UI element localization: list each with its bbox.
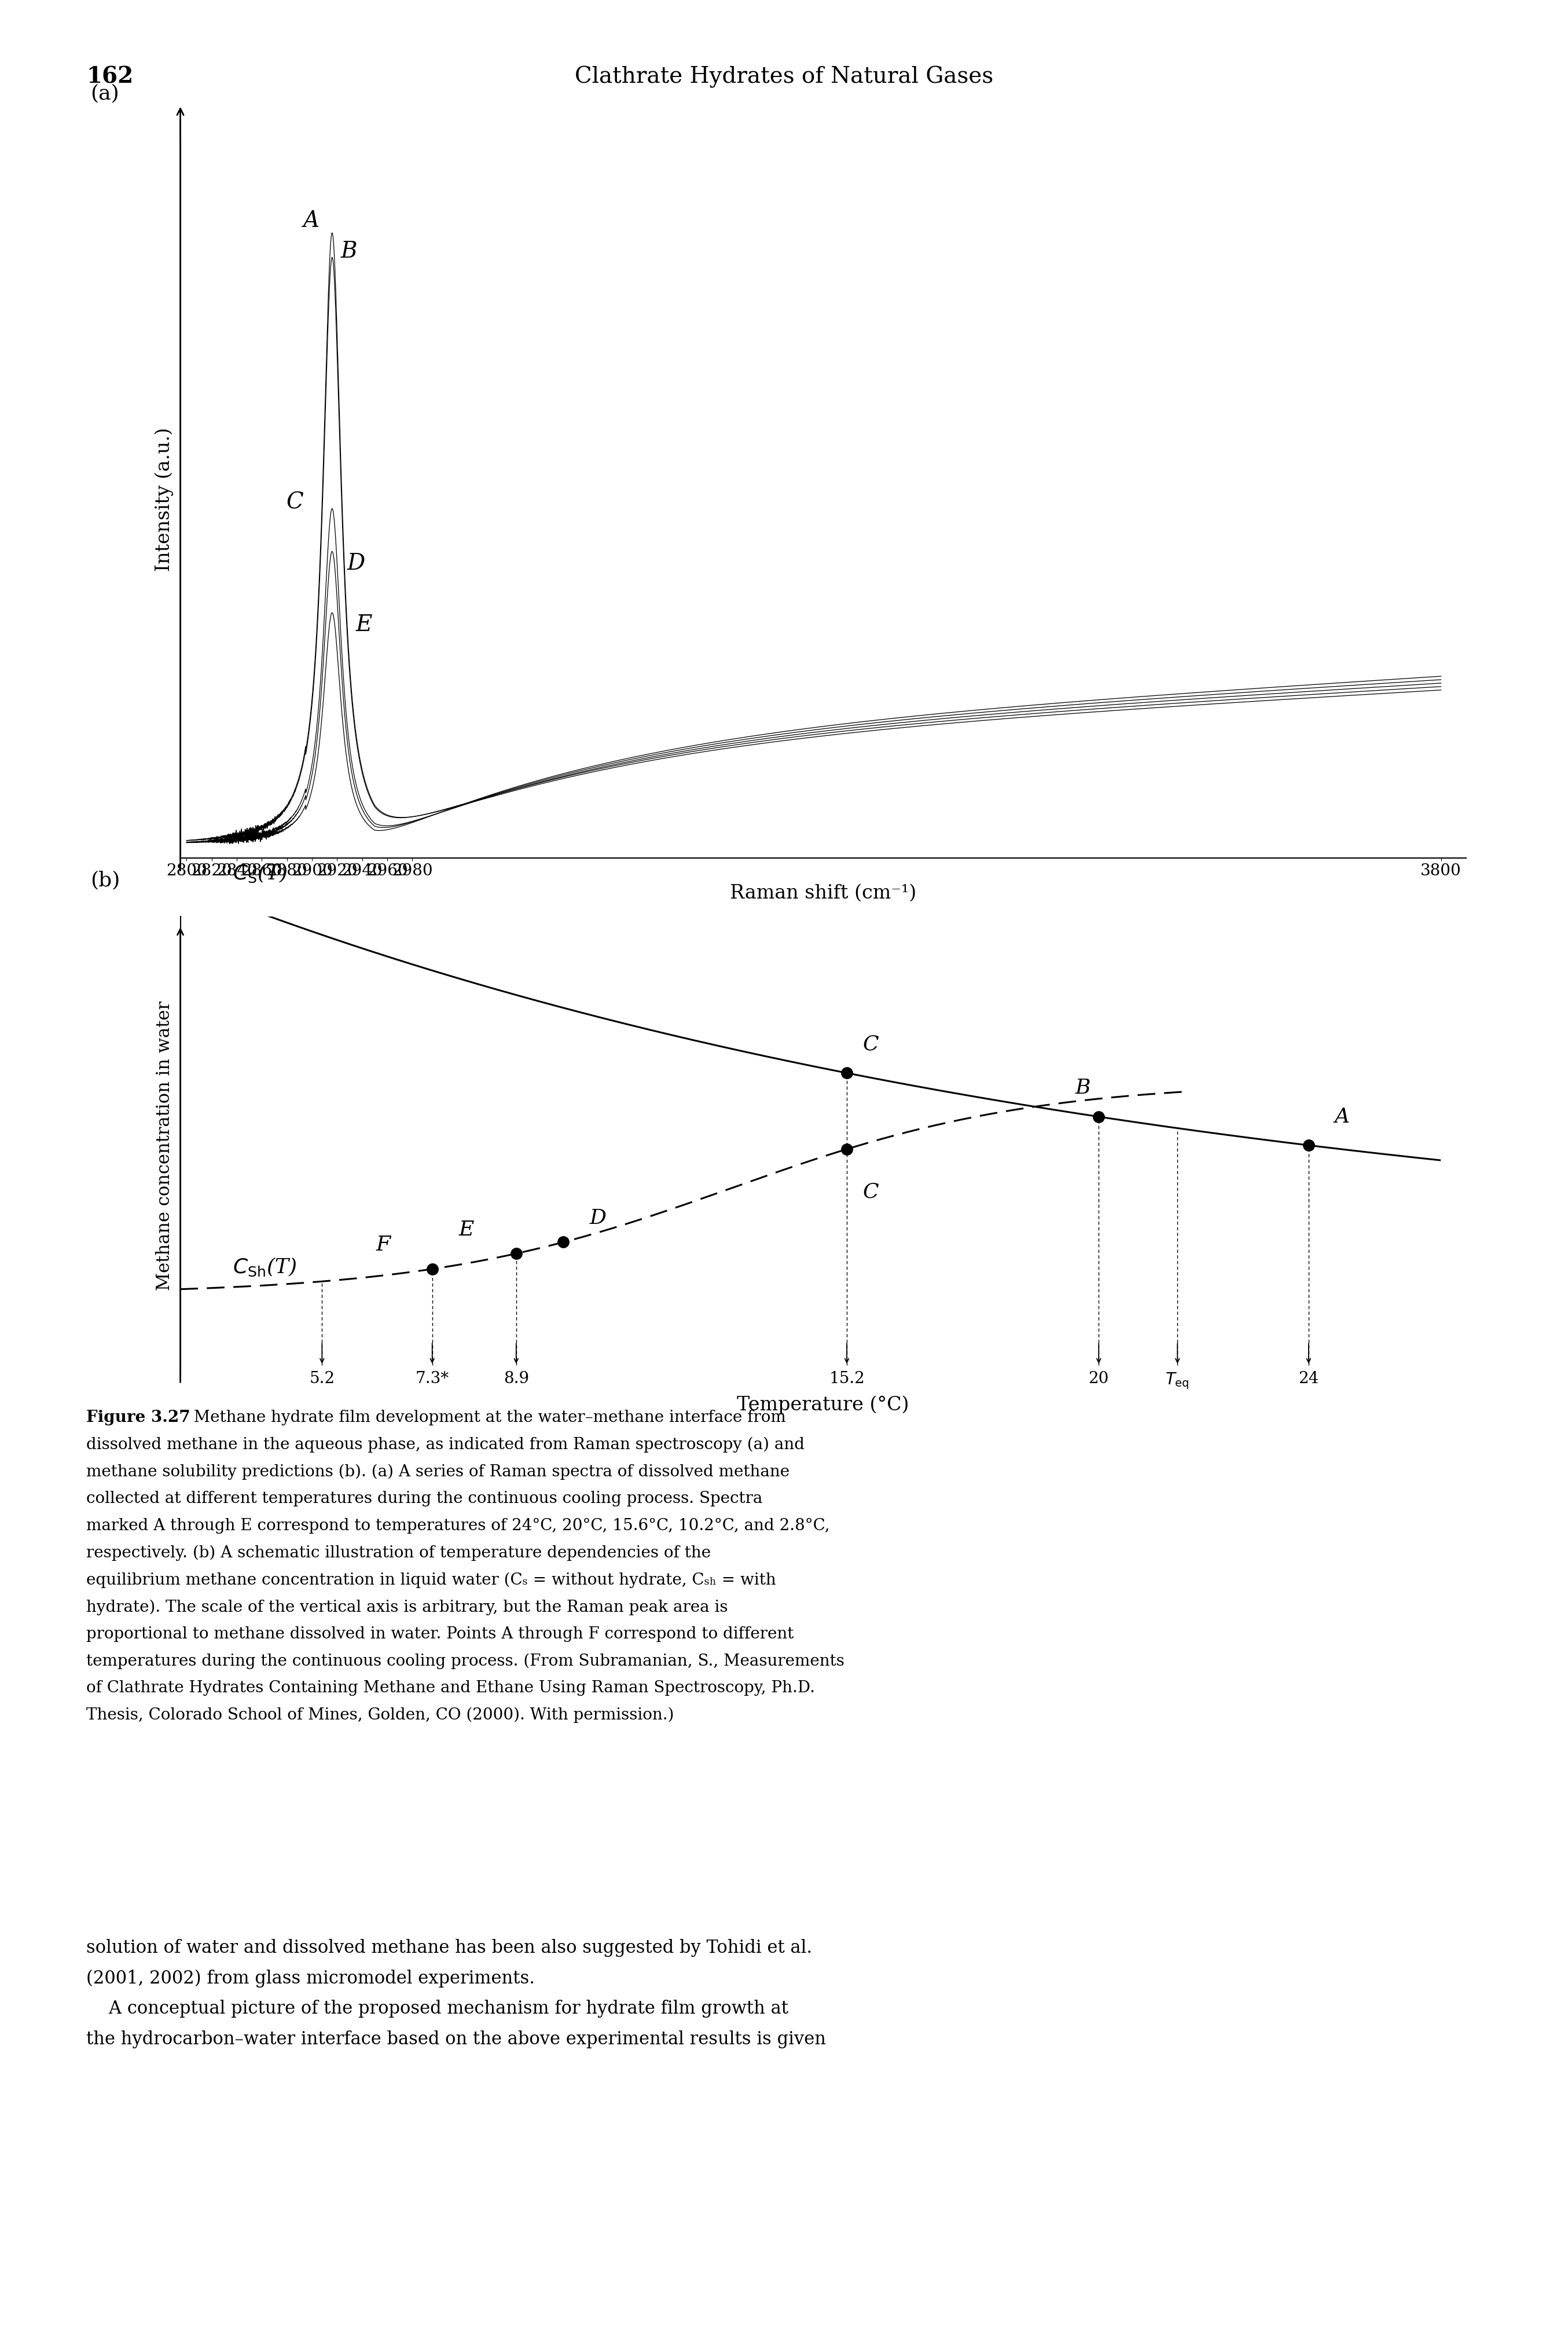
Text: F: F (376, 1236, 390, 1255)
Text: B: B (340, 240, 358, 261)
Text: respectively. (b) A schematic illustration of temperature dependencies of the: respectively. (b) A schematic illustrati… (86, 1546, 710, 1560)
Text: A: A (1334, 1107, 1350, 1126)
Text: $C_\mathrm{S}$(T): $C_\mathrm{S}$(T) (232, 862, 289, 884)
Text: B: B (1076, 1079, 1091, 1097)
Text: D: D (590, 1208, 607, 1229)
Text: Figure 3.27: Figure 3.27 (86, 1410, 190, 1426)
X-axis label: Temperature (°C): Temperature (°C) (737, 1396, 909, 1415)
Text: C: C (862, 1034, 878, 1055)
Text: collected at different temperatures during the continuous cooling process. Spect: collected at different temperatures duri… (86, 1490, 762, 1506)
Text: equilibrium methane concentration in liquid water (Cₛ = without hydrate, Cₛₕ = w: equilibrium methane concentration in liq… (86, 1572, 776, 1589)
Text: solution of water and dissolved methane has been also suggested by Tohidi et al.: solution of water and dissolved methane … (86, 1939, 812, 1958)
Text: C: C (862, 1182, 878, 1201)
Text: marked A through E correspond to temperatures of 24°C, 20°C, 15.6°C, 10.2°C, and: marked A through E correspond to tempera… (86, 1518, 829, 1535)
Text: of Clathrate Hydrates Containing Methane and Ethane Using Raman Spectroscopy, Ph: of Clathrate Hydrates Containing Methane… (86, 1680, 815, 1697)
Text: (2001, 2002) from glass micromodel experiments.: (2001, 2002) from glass micromodel exper… (86, 1969, 535, 1988)
Text: D: D (347, 552, 365, 573)
Text: the hydrocarbon–water interface based on the above experimental results is given: the hydrocarbon–water interface based on… (86, 2030, 826, 2049)
Text: Thesis, Colorado School of Mines, Golden, CO (2000). With permission.): Thesis, Colorado School of Mines, Golden… (86, 1706, 674, 1723)
Text: temperatures during the continuous cooling process. (From Subramanian, S., Measu: temperatures during the continuous cooli… (86, 1654, 845, 1668)
Text: A: A (303, 209, 320, 230)
Text: (b): (b) (91, 872, 121, 891)
Text: 162: 162 (86, 66, 133, 87)
Text: E: E (459, 1220, 474, 1238)
Y-axis label: Intensity (a.u.): Intensity (a.u.) (155, 428, 174, 571)
X-axis label: Raman shift (cm⁻¹): Raman shift (cm⁻¹) (731, 884, 916, 902)
Text: dissolved methane in the aqueous phase, as indicated from Raman spectroscopy (a): dissolved methane in the aqueous phase, … (86, 1438, 804, 1452)
Text: proportional to methane dissolved in water. Points A through F correspond to dif: proportional to methane dissolved in wat… (86, 1626, 793, 1643)
Text: hydrate). The scale of the vertical axis is arbitrary, but the Raman peak area i: hydrate). The scale of the vertical axis… (86, 1598, 728, 1614)
Text: A conceptual picture of the proposed mechanism for hydrate film growth at: A conceptual picture of the proposed mec… (86, 2000, 789, 2019)
Text: (a): (a) (91, 85, 119, 103)
Text: methane solubility predictions (b). (a) A series of Raman spectra of dissolved m: methane solubility predictions (b). (a) … (86, 1464, 790, 1480)
Text: C: C (285, 491, 303, 512)
Text: Clathrate Hydrates of Natural Gases: Clathrate Hydrates of Natural Gases (575, 66, 993, 87)
Text: $C_\mathrm{Sh}$(T): $C_\mathrm{Sh}$(T) (232, 1255, 296, 1278)
Text: E: E (356, 613, 372, 634)
Y-axis label: Methane concentration in water: Methane concentration in water (155, 1001, 174, 1290)
Text: Methane hydrate film development at the water–methane interface from: Methane hydrate film development at the … (183, 1410, 786, 1426)
